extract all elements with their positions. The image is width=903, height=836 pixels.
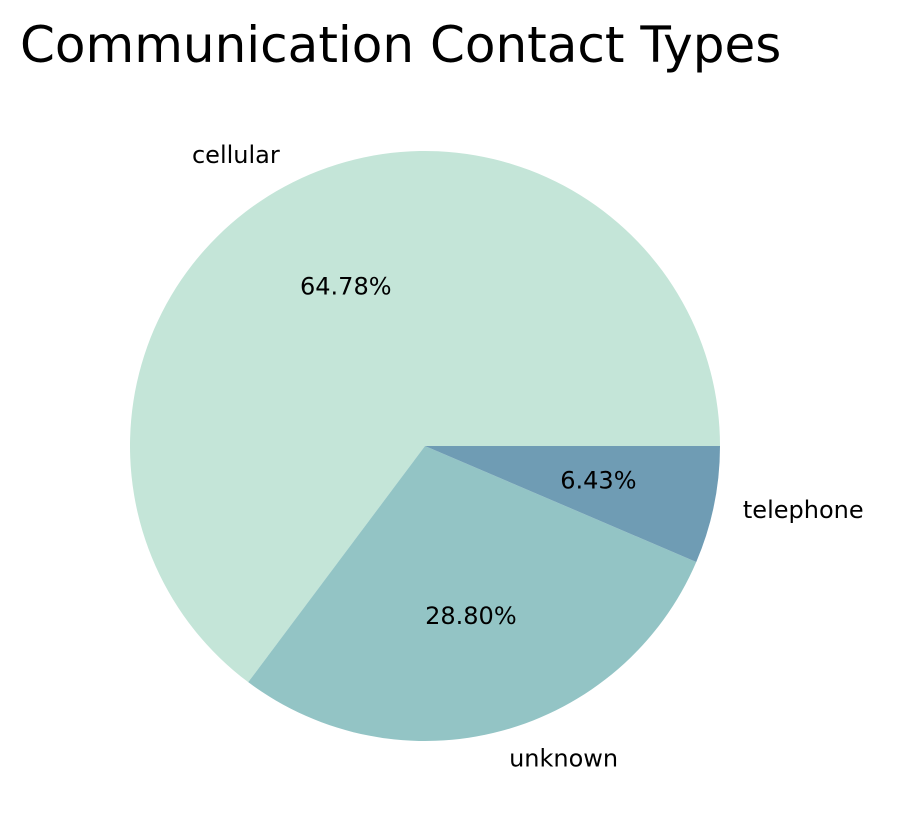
slice-label-unknown: unknown — [509, 744, 618, 772]
slice-value-telephone: 6.43% — [560, 467, 636, 495]
chart-title: Communication Contact Types — [20, 16, 781, 74]
slice-label-cellular: cellular — [192, 141, 280, 169]
pie-slice-unknown — [248, 446, 697, 742]
pie-slice-telephone — [425, 446, 720, 562]
slice-label-telephone: telephone — [743, 496, 864, 524]
pie-slices — [129, 151, 720, 742]
slice-value-unknown: 28.80% — [425, 602, 517, 630]
pie-labels: cellular 64.78% unknown 28.80% telephone 6.43… — [192, 141, 864, 773]
slice-value-cellular: 64.78% — [300, 273, 392, 301]
pie-slice-cellular — [129, 151, 720, 683]
